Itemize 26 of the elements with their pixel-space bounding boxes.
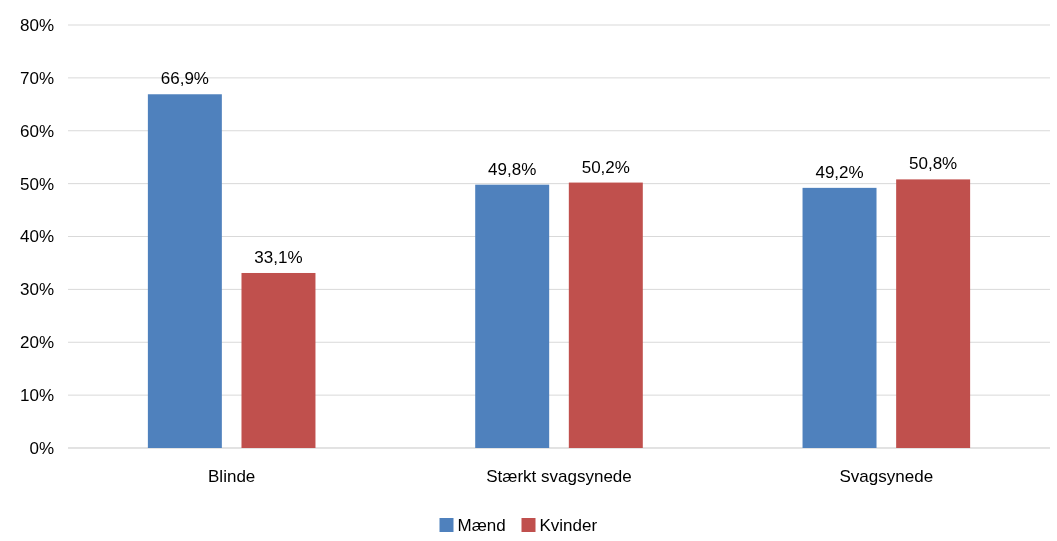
data-label: 66,9%	[160, 69, 209, 89]
bar	[475, 184, 550, 448]
y-tick-label: 20%	[19, 333, 54, 353]
y-tick-label: 70%	[19, 68, 54, 88]
legend-label: Mænd	[457, 516, 506, 535]
data-label: 33,1%	[254, 247, 303, 267]
y-tick-label: 10%	[19, 386, 54, 406]
x-tick-label: Blinde	[208, 467, 256, 486]
y-tick-label: 80%	[19, 15, 54, 35]
y-tick-label: 50%	[19, 174, 54, 194]
y-tick-label: 30%	[19, 280, 54, 300]
bar	[568, 182, 643, 448]
bar	[896, 179, 971, 448]
bar	[147, 94, 222, 448]
y-tick-label: 0%	[29, 438, 54, 458]
y-tick-label: 40%	[19, 227, 54, 247]
x-tick-label: Svagsynede	[839, 467, 934, 486]
data-label: 50,2%	[581, 157, 630, 177]
bar	[802, 187, 877, 448]
data-label: 49,2%	[815, 162, 864, 182]
data-label: 50,8%	[909, 154, 958, 174]
legend-label: Kvinder	[539, 516, 598, 535]
data-label: 49,8%	[488, 159, 537, 179]
y-tick-label: 60%	[19, 121, 54, 141]
bar	[241, 272, 316, 448]
x-tick-label: Stærkt svagsynede	[486, 467, 632, 486]
